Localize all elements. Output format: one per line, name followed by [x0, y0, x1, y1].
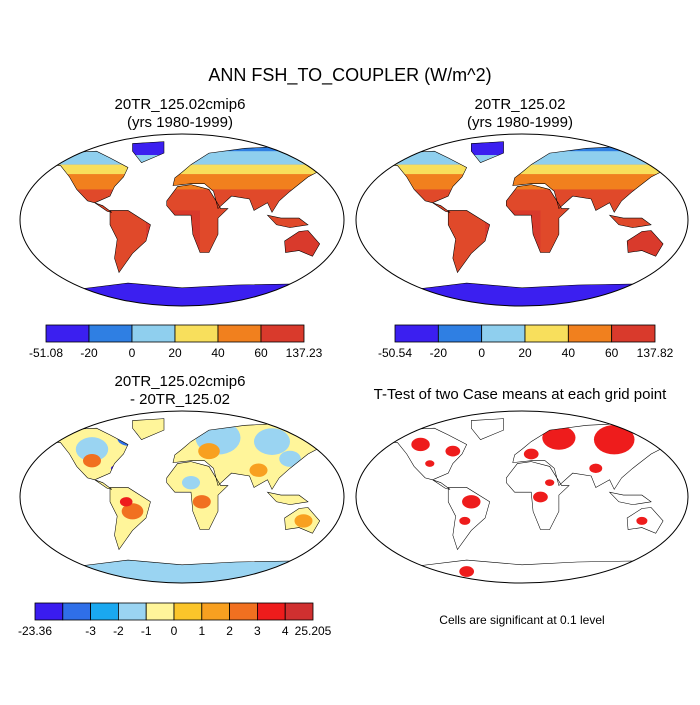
colorbar-box	[524, 324, 569, 343]
colorbar-box	[173, 602, 203, 621]
colorbar-box	[394, 324, 439, 343]
colorbar-label: 60	[605, 346, 619, 360]
colorbar-box	[437, 324, 483, 343]
colorbar-box	[62, 602, 91, 621]
colorbar-box	[201, 602, 231, 621]
note: Cells are significant at 0.1 level	[439, 613, 604, 627]
colorbar-label: -20	[430, 346, 448, 360]
panel-title: 20TR_125.02cmip6	[115, 96, 246, 113]
colorbar-box	[284, 602, 314, 621]
colorbar-label: 20	[518, 346, 532, 360]
map-outline	[356, 411, 688, 583]
colorbar-box	[131, 324, 176, 343]
colorbar-label: 137.82	[637, 346, 674, 360]
map	[356, 134, 688, 306]
colorbar-label: 40	[562, 346, 576, 360]
colorbar-label: 0	[129, 346, 136, 360]
colorbar-box	[118, 602, 147, 621]
colorbar-label: -23.36	[18, 624, 52, 638]
figure-title: ANN FSH_TO_COUPLER (W/m^2)	[208, 65, 491, 86]
colorbar-box	[217, 324, 262, 343]
colorbar-label: -20	[80, 346, 98, 360]
colorbar-box	[90, 602, 119, 621]
colorbar-box	[567, 324, 613, 343]
map	[20, 134, 344, 306]
map-outline	[356, 134, 688, 306]
colorbar-label: 137.23	[286, 346, 323, 360]
colorbar-box	[88, 324, 133, 343]
colorbar-label: 2	[226, 624, 233, 638]
colorbar-box	[45, 324, 90, 343]
colorbar-box	[145, 602, 175, 621]
colorbar-box	[256, 602, 286, 621]
panel-title: (yrs 1980-1999)	[127, 114, 233, 131]
colorbar-label: 20	[168, 346, 182, 360]
colorbar-label: -2	[113, 624, 124, 638]
colorbar-box	[34, 602, 64, 621]
colorbar-box	[260, 324, 305, 343]
panel-title: 20TR_125.02cmip6	[115, 373, 246, 390]
panel-title: 20TR_125.02	[475, 96, 566, 113]
colorbar-box	[174, 324, 219, 343]
colorbar-box	[481, 324, 526, 343]
colorbar-label: -3	[85, 624, 96, 638]
colorbar-label: 60	[254, 346, 268, 360]
colorbar-label: 0	[171, 624, 178, 638]
panel-title: (yrs 1980-1999)	[467, 114, 573, 131]
panel-title: - 20TR_125.02	[130, 391, 230, 408]
colorbar-label: 40	[211, 346, 225, 360]
colorbar-label: -51.08	[29, 346, 63, 360]
colorbar-label: 25.205	[295, 624, 332, 638]
colorbar-box	[229, 602, 258, 621]
map-outline	[20, 411, 344, 583]
colorbar-label: 1	[198, 624, 205, 638]
colorbar-label: -1	[141, 624, 152, 638]
colorbar-label: -50.54	[378, 346, 412, 360]
colorbar-label: 4	[282, 624, 289, 638]
map	[356, 411, 688, 583]
map-outline	[20, 134, 344, 306]
colorbar-label: 3	[254, 624, 261, 638]
colorbar-label: 0	[478, 346, 485, 360]
colorbar-box	[611, 324, 656, 343]
map	[20, 411, 344, 583]
panel-title: T-Test of two Case means at each grid po…	[374, 386, 667, 403]
